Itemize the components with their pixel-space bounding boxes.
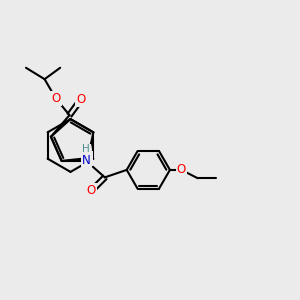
- Text: O: O: [76, 93, 86, 106]
- Text: H: H: [82, 145, 90, 154]
- Text: O: O: [87, 184, 96, 197]
- Text: S: S: [84, 152, 92, 165]
- Text: O: O: [177, 164, 186, 176]
- Text: N: N: [82, 154, 91, 167]
- Text: O: O: [51, 92, 61, 105]
